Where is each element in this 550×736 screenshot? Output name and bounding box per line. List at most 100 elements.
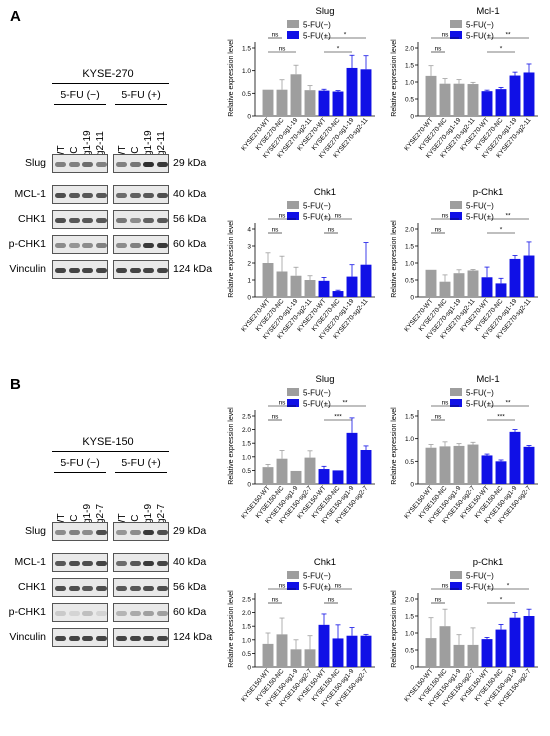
bar — [262, 89, 274, 116]
protein-band — [68, 560, 80, 566]
protein-band — [55, 635, 66, 641]
bar — [495, 89, 507, 116]
y-tick-label: 0 — [410, 482, 414, 489]
legend-label: 5-FU(+) — [466, 400, 494, 409]
bar-chart: Mcl-1 5-FU(−) 5-FU(+) 0 0.5 1.0 1.5 Relative ex… — [391, 374, 538, 525]
protein-band — [82, 217, 93, 223]
protein-band — [143, 610, 154, 616]
kda-label: 60 kDa — [173, 238, 207, 250]
protein-band — [143, 529, 154, 535]
bar — [276, 634, 288, 667]
legend-swatch — [450, 20, 462, 28]
y-tick-label: 0 — [410, 295, 414, 302]
bar — [318, 469, 330, 484]
bar — [523, 616, 535, 667]
bar — [439, 83, 451, 116]
protein-band — [156, 161, 168, 167]
legend-swatch — [287, 212, 299, 220]
bar — [304, 649, 316, 667]
protein-band — [82, 610, 93, 616]
blot-membrane — [113, 603, 169, 622]
significance-label: ns — [279, 583, 287, 590]
significance-label: ns — [328, 227, 336, 234]
protein-band — [156, 610, 168, 616]
protein-band — [129, 192, 141, 198]
bar-chart: p-Chk1 5-FU(−) 5-FU(+) 0 0.5 1.0 1.5 2.0 Relativ… — [391, 187, 538, 341]
blot-label: p-CHK1 — [8, 606, 46, 618]
bar — [290, 275, 302, 297]
y-axis-label: Relative expression level — [391, 590, 398, 668]
blot-label: MCL-1 — [14, 188, 46, 200]
condition-underline — [115, 104, 167, 105]
significance-label: ns — [272, 32, 280, 39]
legend-swatch — [450, 201, 462, 209]
protein-band — [82, 635, 93, 641]
blot-membrane — [113, 235, 169, 254]
legend-label: 5-FU(−) — [466, 389, 494, 398]
kda-label: 56 kDa — [173, 581, 207, 593]
bar — [481, 639, 493, 667]
protein-band — [95, 242, 107, 248]
cell-line-title: KYSE-270 — [82, 68, 134, 80]
blot-membrane — [113, 185, 169, 204]
bar — [262, 467, 274, 484]
bar — [453, 644, 465, 667]
bar — [481, 277, 493, 297]
y-tick-label: 1.0 — [405, 436, 414, 443]
bar — [523, 446, 535, 484]
protein-band — [129, 217, 141, 223]
protein-band — [95, 217, 107, 223]
kda-label: 124 kDa — [173, 263, 213, 275]
bar — [523, 255, 535, 297]
y-tick-label: 2.5 — [242, 414, 251, 421]
legend-label: 5-FU(−) — [303, 389, 331, 398]
protein-band — [116, 267, 127, 273]
y-tick-label: 1.0 — [242, 68, 251, 75]
chart-title: Chk1 — [314, 557, 336, 568]
protein-band — [82, 242, 93, 248]
condition-underline — [115, 472, 167, 473]
protein-band — [68, 192, 80, 198]
bar — [346, 67, 358, 116]
legend-swatch — [287, 31, 299, 39]
bar-chart: Mcl-1 5-FU(−) 5-FU(+) 0 0.5 1.0 1.5 2.0 Relative… — [391, 6, 538, 160]
y-tick-label: 0.5 — [242, 468, 251, 475]
bar — [332, 91, 344, 116]
title-underline — [52, 83, 169, 84]
significance-label: ns — [279, 400, 287, 407]
protein-band — [116, 585, 127, 591]
protein-band — [143, 192, 154, 198]
blot-membrane — [113, 154, 169, 173]
y-tick-label: 0 — [410, 114, 414, 121]
protein-band — [129, 529, 141, 535]
panel-letter-a: A — [10, 8, 21, 25]
bar — [453, 83, 465, 116]
significance-label: * — [337, 46, 340, 53]
condition-label: 5-FU (+) — [121, 89, 161, 101]
condition-label: 5-FU (−) — [60, 89, 100, 101]
protein-band — [156, 529, 168, 535]
blot-label: CHK1 — [17, 213, 46, 225]
y-tick-label: 3 — [247, 244, 251, 251]
protein-band — [116, 242, 127, 248]
significance-label: ns — [442, 213, 450, 220]
kda-label: 40 kDa — [173, 188, 207, 200]
y-tick-label: 1.5 — [405, 614, 414, 621]
significance-label: ** — [505, 213, 511, 220]
y-tick-label: 1.5 — [242, 46, 251, 53]
protein-band — [55, 217, 66, 223]
blot-label: CHK1 — [17, 581, 46, 593]
significance-label: *** — [334, 414, 342, 421]
legend-label: 5-FU(+) — [466, 213, 494, 222]
protein-band — [156, 242, 168, 248]
y-tick-label: 1 — [247, 278, 251, 285]
bar — [467, 270, 479, 297]
blot-membrane — [52, 522, 108, 541]
bar — [481, 455, 493, 484]
significance-label: ** — [342, 400, 348, 407]
protein-band — [156, 267, 168, 273]
protein-band — [143, 242, 154, 248]
protein-band — [95, 560, 107, 566]
bar-chart: Slug 5-FU(−) 5-FU(+) 0 0.5 1.0 1.5 Relative exp… — [228, 6, 375, 160]
bar — [425, 638, 437, 667]
